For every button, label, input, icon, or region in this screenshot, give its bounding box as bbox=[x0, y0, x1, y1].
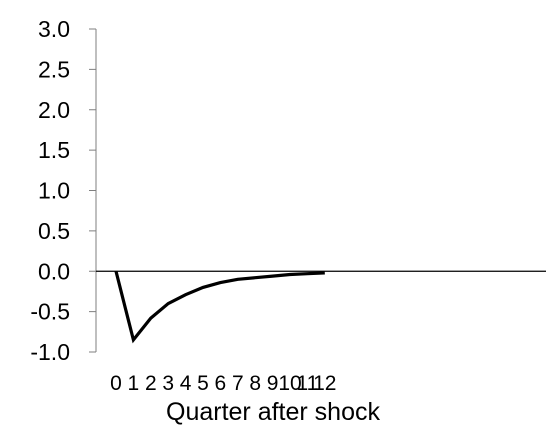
y-tick-label: 1.5 bbox=[38, 137, 70, 163]
series-line bbox=[114, 270, 325, 344]
x-tick-label: 6 bbox=[215, 372, 227, 395]
y-axis: -1.0 -0.5 0.0 0.5 1.0 1.5 2.0 2.5 3.0 bbox=[30, 16, 97, 365]
y-tick-label: 1.0 bbox=[38, 178, 70, 204]
x-tick-label: 4 bbox=[180, 372, 192, 395]
x-tick-label: 8 bbox=[249, 372, 261, 395]
y-tick-label: 0.0 bbox=[38, 258, 70, 284]
y-tick-label: 0.5 bbox=[38, 218, 70, 244]
x-tick-label: 5 bbox=[197, 372, 209, 395]
x-tick-label: 1 bbox=[128, 372, 140, 395]
x-tick-label: 0 bbox=[110, 372, 122, 395]
x-tick-label: 10 bbox=[278, 372, 301, 395]
x-axis-title: Quarter after shock bbox=[166, 398, 380, 426]
x-tick-label: 3 bbox=[162, 372, 174, 395]
y-tick-label: 2.0 bbox=[38, 97, 70, 123]
x-tick-label: 7 bbox=[232, 372, 244, 395]
y-tick-label: 2.5 bbox=[38, 56, 70, 82]
x-tick-label: 11 bbox=[296, 372, 318, 395]
y-tick-label: -0.5 bbox=[30, 299, 70, 325]
x-tick-label: 2 bbox=[145, 372, 157, 395]
y-tick-label: -1.0 bbox=[30, 339, 70, 365]
x-tick-label: 12 bbox=[313, 372, 336, 395]
y-tick-label: 3.0 bbox=[38, 16, 70, 42]
x-tick-label: 9 bbox=[267, 372, 279, 395]
series-group bbox=[96, 270, 546, 344]
